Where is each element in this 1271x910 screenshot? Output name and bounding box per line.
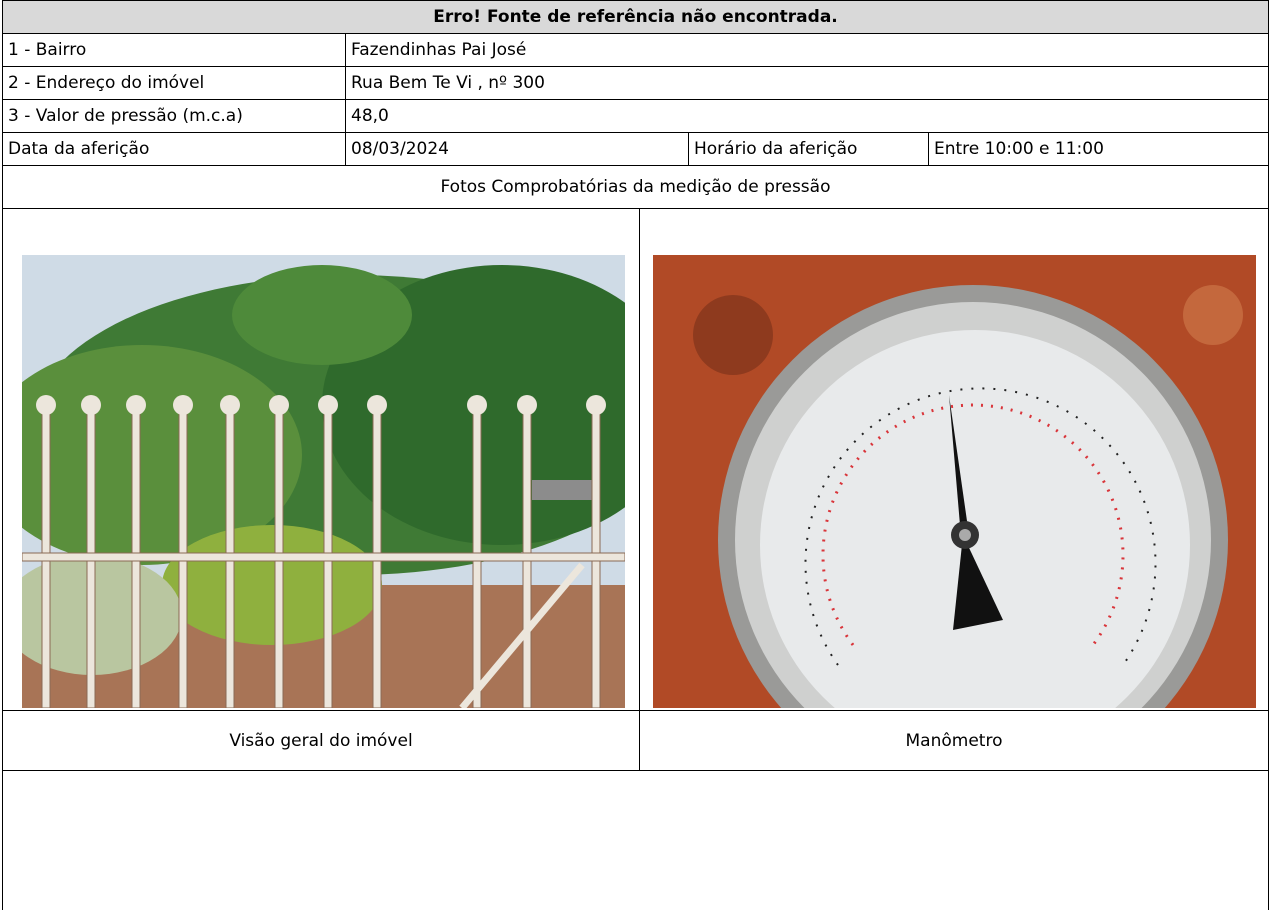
photo-caption: Visão geral do imóvel — [2, 710, 640, 771]
photo-gauge — [653, 255, 1256, 708]
value-cell: Fazendinhas Pai José — [345, 33, 1269, 67]
label-cell: 3 - Valor de pressão (m.c.a) — [2, 99, 346, 133]
value-cell: Entre 10:00 e 11:00 — [928, 132, 1269, 166]
label-cell: Data da aferição — [2, 132, 346, 166]
value-cell: 08/03/2024 — [345, 132, 689, 166]
photo-caption: Manômetro — [639, 710, 1269, 771]
label-cell: 1 - Bairro — [2, 33, 346, 67]
label-cell: Horário da aferição — [688, 132, 929, 166]
photos-heading: Fotos Comprobatórias da medição de press… — [2, 165, 1269, 209]
empty-cell — [2, 770, 1269, 910]
title: Erro! Fonte de referência não encontrada… — [2, 0, 1269, 34]
photo-house — [22, 255, 625, 708]
value-cell: 48,0 — [345, 99, 1269, 133]
label-cell: 2 - Endereço do imóvel — [2, 66, 346, 100]
value-cell: Rua Bem Te Vi , nº 300 — [345, 66, 1269, 100]
